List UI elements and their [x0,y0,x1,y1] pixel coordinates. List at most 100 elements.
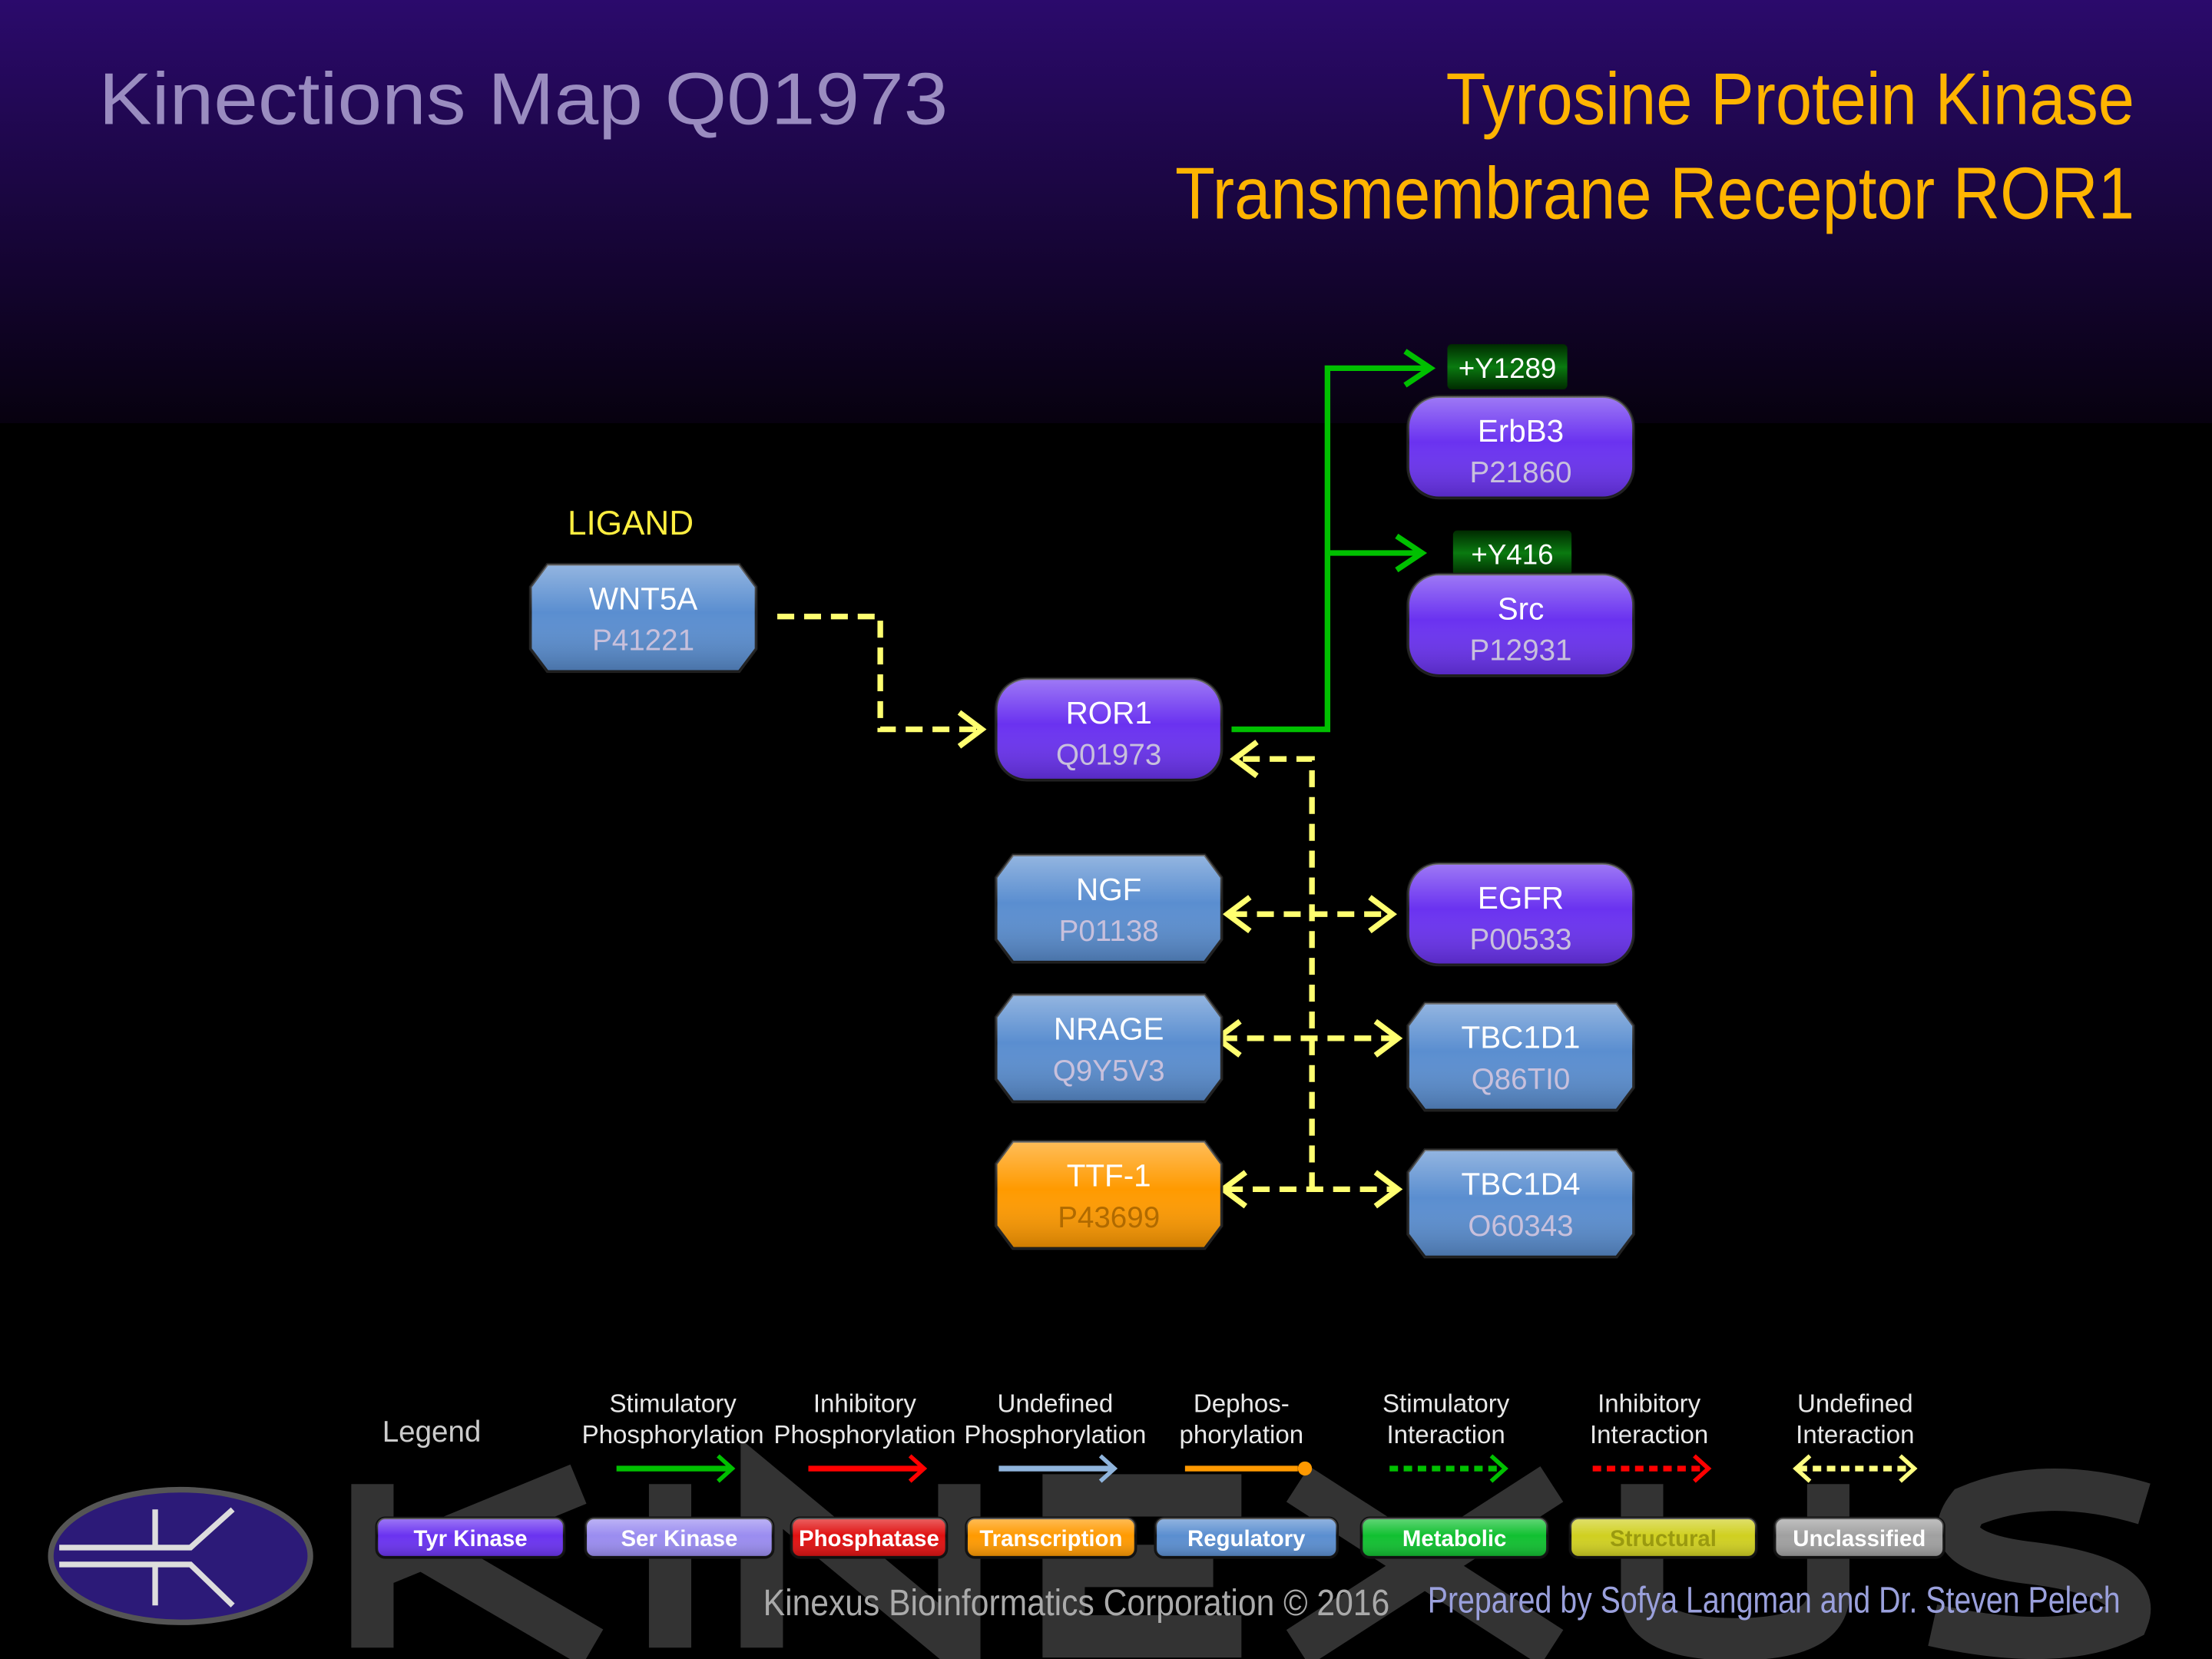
node-gloss [530,564,757,672]
edge-trunk [1238,756,1315,1190]
legend-swatch-gloss [1570,1518,1757,1558]
legend-label-line1: Undefined [998,1390,1114,1419]
node-gloss [1408,396,1634,498]
arrowhead [1230,740,1259,779]
node-uniprot-id: Q01973 [1056,739,1161,772]
legend-label-line2: Interaction [1796,1421,1914,1449]
arrowhead [957,710,987,749]
map-title: Kinections Map Q01973 [99,59,949,141]
legend-label-line1: Stimulatory [1382,1390,1510,1419]
legend-swatch-gloss [966,1518,1136,1558]
legend-swatch-label: Regulatory [1187,1526,1306,1551]
node-wnt5a[interactable]: WNT5A P41221 [528,562,758,674]
node-name: EGFR [1478,880,1564,916]
legend-label-line2: Phosphorylation [964,1421,1146,1449]
node-uniprot-id: P12931 [1470,634,1572,667]
legend-swatch-gloss [791,1518,947,1558]
legend-label-line2: Phosphorylation [582,1421,764,1449]
legend-swatch-gloss [585,1518,773,1558]
node-uniprot-id: Q86TI0 [1472,1063,1571,1096]
node-name: Src [1498,591,1545,626]
node-name: TTF-1 [1067,1158,1151,1194]
header-band [0,0,2212,424]
legend-arrowhead [1793,1454,1812,1483]
legend-label-line2: phorylation [1179,1421,1303,1449]
edge-ror1-erbb3 [1231,365,1428,733]
node-tbc1d4[interactable]: TBC1D4 O60343 [1406,1148,1635,1259]
node-uniprot-id: P21860 [1470,456,1572,489]
legend-swatch-label: Transcription [979,1526,1122,1551]
node-name: NGF [1076,872,1141,907]
legend-label-line1: Inhibitory [1598,1390,1701,1419]
node-erbb3[interactable]: ErbB3 P21860 [1406,395,1635,500]
node-name: ROR1 [1066,695,1152,730]
legend-label-line1: Dephos- [1194,1390,1290,1419]
legend-node-type: Metabolic [1359,1516,1549,1559]
node-uniprot-id: O60343 [1468,1210,1573,1243]
node-nrage[interactable]: NRAGE Q9Y5V3 [994,993,1224,1104]
node-gloss [1408,1149,1634,1257]
node-ror1[interactable]: ROR1 Q01973 [994,677,1224,782]
node-uniprot-id: Q9Y5V3 [1053,1055,1165,1088]
node-uniprot-id: P41221 [592,624,694,657]
legend-label-line1: Inhibitory [813,1390,917,1419]
node-ttf-1[interactable]: TTF-1 P43699 [994,1140,1224,1250]
legend-edge-type: Dephos-phorylation [1179,1390,1313,1476]
legend-swatch-gloss [1774,1518,1945,1558]
legend-arrowhead [1693,1454,1712,1483]
node-gloss [995,994,1222,1102]
protein-name-line2: Transmembrane Receptor ROR1 [1175,154,2134,235]
node-name: TBC1D1 [1462,1020,1581,1055]
node-gloss [995,1141,1222,1249]
edges [777,349,1436,1209]
node-gloss [995,678,1222,780]
arrowhead [1368,895,1397,934]
node-name: TBC1D4 [1462,1167,1581,1202]
prepared-by: Prepared by Sofya Langman and Dr. Steven… [1428,1580,2121,1621]
legend-swatch-gloss [1361,1518,1548,1558]
node-uniprot-id: P00533 [1470,923,1572,956]
legend-label-line2: Interaction [1386,1421,1505,1449]
legend-node-type: Regulatory [1154,1516,1339,1559]
legend-label-line2: Phosphorylation [773,1421,955,1449]
legend-swatch-label: Metabolic [1402,1526,1506,1551]
badge-bg [1447,344,1568,389]
badge-bg [1452,530,1572,576]
node-gloss [995,855,1222,962]
legend-node-type: Unclassified [1773,1516,1945,1559]
legend-swatch-label: Unclassified [1793,1526,1926,1551]
node-gloss [1408,1002,1634,1111]
legend-swatch-gloss [1155,1518,1338,1558]
legend-node-type: Structural [1568,1516,1758,1559]
phosphosite-badge: +Y1289 [1447,344,1568,389]
arrowhead-src [1395,533,1428,573]
legend-ball [1297,1461,1313,1476]
legend-arrowhead [1899,1454,1918,1483]
legend-arrowhead [1098,1454,1118,1483]
kinexus-watermark [351,1439,2151,1659]
legend-swatch-label: Tyr Kinase [414,1526,528,1551]
node-src[interactable]: Src P12931 [1406,572,1635,677]
protein-name-line1: Tyrosine Protein Kinase [1446,59,2134,141]
phosphosite-badge: +Y416 [1452,530,1572,576]
legend-label-line1: Stimulatory [609,1390,737,1419]
arrowhead-erbb3 [1403,349,1436,388]
legend-arrowhead [908,1454,928,1483]
copyright: Kinexus Bioinformatics Corporation © 201… [763,1583,1390,1624]
node-uniprot-id: P01138 [1059,915,1159,948]
arrowhead [1222,895,1252,934]
arrowhead [1373,1170,1403,1209]
node-egfr[interactable]: EGFR P00533 [1406,862,1635,967]
legend-label-line1: Undefined [1797,1390,1913,1419]
legend-label-line2: Interaction [1590,1421,1708,1449]
arrowhead [1373,1018,1403,1058]
node-tbc1d1[interactable]: TBC1D1 Q86TI0 [1406,1002,1635,1112]
node-name: ErbB3 [1478,413,1564,449]
node-uniprot-id: P43699 [1058,1201,1160,1234]
node-ngf[interactable]: NGF P01138 [994,853,1224,964]
